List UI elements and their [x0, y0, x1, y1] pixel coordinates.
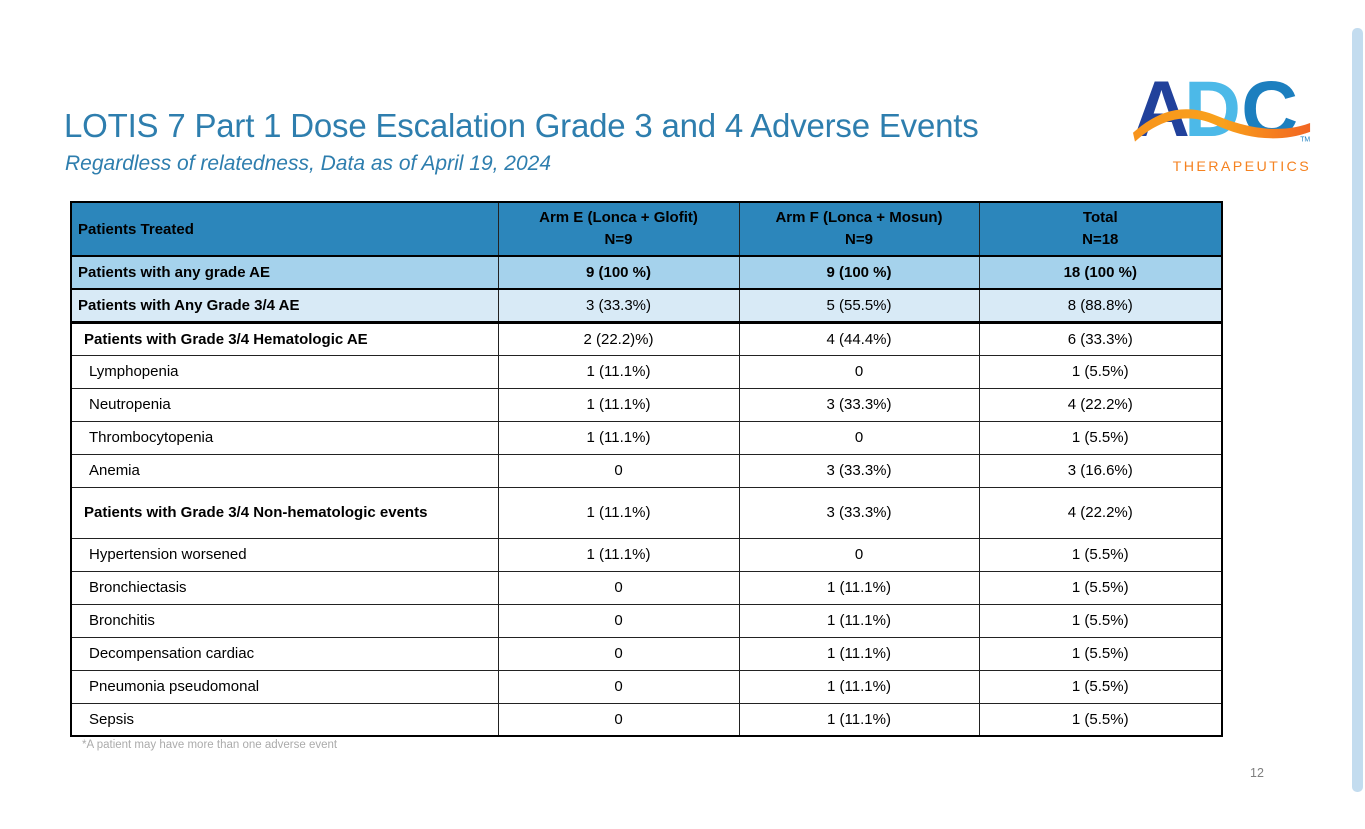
cell-total: 1 (5.5%) [978, 420, 1223, 455]
row-label: Patients with Any Grade 3/4 AE [70, 288, 499, 324]
row-label: Patients with any grade AE [70, 255, 499, 290]
cell-total: 8 (88.8%) [978, 288, 1223, 324]
cell-arm-f: 9 (100 %) [738, 255, 980, 290]
row-label: Hypertension worsened [70, 537, 499, 572]
cell-arm-e: 1 (11.1%) [497, 537, 740, 572]
cell-arm-f: 1 (11.1%) [738, 669, 980, 704]
header-arm-e: Arm E (Lonca + Glofit) N=9 [497, 201, 740, 257]
cell-arm-f: 3 (33.3%) [738, 486, 980, 539]
cell-total: 3 (16.6%) [978, 453, 1223, 488]
table-row: Patients with Grade 3/4 Hematologic AE 2… [70, 321, 1223, 356]
logo-tm: TM [1300, 137, 1310, 144]
logo-wordmark: THERAPEUTICS [1173, 159, 1311, 175]
table-row: Patients with any grade AE 9 (100 %) 9 (… [70, 255, 1223, 290]
cell-arm-f: 4 (44.4%) [738, 321, 980, 356]
cell-total: 1 (5.5%) [978, 603, 1223, 638]
table-row: Patients with Any Grade 3/4 AE 3 (33.3%)… [70, 288, 1223, 324]
logo-letter-a: A [1133, 65, 1190, 153]
header-total: Total N=18 [978, 201, 1223, 257]
adverse-events-table: Patients Treated Arm E (Lonca + Glofit) … [70, 201, 1223, 737]
logo-letter-c: C [1241, 65, 1298, 153]
page-subtitle: Regardless of relatedness, Data as of Ap… [65, 152, 552, 175]
cell-arm-f: 1 (11.1%) [738, 570, 980, 605]
cell-arm-e: 1 (11.1%) [497, 354, 740, 389]
table-row: Pneumonia pseudomonal 0 1 (11.1%) 1 (5.5… [70, 669, 1223, 704]
cell-arm-f: 0 [738, 537, 980, 572]
row-label: Bronchiectasis [70, 570, 499, 605]
logo-letter-d: D [1184, 65, 1241, 153]
cell-arm-e: 0 [497, 603, 740, 638]
cell-total: 1 (5.5%) [978, 636, 1223, 671]
cell-arm-e: 1 (11.1%) [497, 420, 740, 455]
cell-total: 1 (5.5%) [978, 702, 1223, 737]
cell-arm-e: 0 [497, 702, 740, 737]
table-row: Patients with Grade 3/4 Non-hematologic … [70, 486, 1223, 539]
cell-total: 1 (5.5%) [978, 570, 1223, 605]
table-row: Anemia 0 3 (33.3%) 3 (16.6%) [70, 453, 1223, 488]
cell-arm-e: 0 [497, 570, 740, 605]
cell-total: 4 (22.2%) [978, 387, 1223, 422]
table-header-row: Patients Treated Arm E (Lonca + Glofit) … [70, 201, 1223, 257]
cell-arm-f: 3 (33.3%) [738, 387, 980, 422]
adc-therapeutics-logo: A D C TM THERAPEUTICS [1133, 65, 1311, 175]
row-label: Sepsis [70, 702, 499, 737]
adverse-events-table-wrap: Patients Treated Arm E (Lonca + Glofit) … [70, 201, 1223, 737]
cell-arm-f: 0 [738, 354, 980, 389]
cell-total: 6 (33.3%) [978, 321, 1223, 356]
cell-arm-e: 9 (100 %) [497, 255, 740, 290]
cell-arm-f: 3 (33.3%) [738, 453, 980, 488]
table-row: Thrombocytopenia 1 (11.1%) 0 1 (5.5%) [70, 420, 1223, 455]
cell-total: 18 (100 %) [978, 255, 1223, 290]
table-row: Bronchiectasis 0 1 (11.1%) 1 (5.5%) [70, 570, 1223, 605]
row-label: Lymphopenia [70, 354, 499, 389]
page-number: 12 [1250, 766, 1264, 780]
cell-arm-e: 0 [497, 669, 740, 704]
row-label: Patients with Grade 3/4 Hematologic AE [70, 321, 499, 356]
header-patients-treated: Patients Treated [70, 201, 499, 257]
cell-arm-e: 1 (11.1%) [497, 387, 740, 422]
cell-total: 1 (5.5%) [978, 537, 1223, 572]
footnote: *A patient may have more than one advers… [82, 739, 338, 751]
table-row: Decompensation cardiac 0 1 (11.1%) 1 (5.… [70, 636, 1223, 671]
cell-arm-f: 1 (11.1%) [738, 702, 980, 737]
row-label: Patients with Grade 3/4 Non-hematologic … [70, 486, 499, 539]
cell-arm-e: 0 [497, 453, 740, 488]
table-row: Lymphopenia 1 (11.1%) 0 1 (5.5%) [70, 354, 1223, 389]
row-label: Bronchitis [70, 603, 499, 638]
cell-total: 1 (5.5%) [978, 354, 1223, 389]
row-label: Neutropenia [70, 387, 499, 422]
cell-arm-e: 1 (11.1%) [497, 486, 740, 539]
header-arm-f: Arm F (Lonca + Mosun) N=9 [738, 201, 980, 257]
row-label: Anemia [70, 453, 499, 488]
cell-arm-e: 0 [497, 636, 740, 671]
cell-arm-f: 1 (11.1%) [738, 636, 980, 671]
cell-arm-f: 0 [738, 420, 980, 455]
table-row: Neutropenia 1 (11.1%) 3 (33.3%) 4 (22.2%… [70, 387, 1223, 422]
row-label: Decompensation cardiac [70, 636, 499, 671]
table-row: Hypertension worsened 1 (11.1%) 0 1 (5.5… [70, 537, 1223, 572]
cell-arm-f: 1 (11.1%) [738, 603, 980, 638]
row-label: Thrombocytopenia [70, 420, 499, 455]
cell-arm-e: 3 (33.3%) [497, 288, 740, 324]
table-row: Bronchitis 0 1 (11.1%) 1 (5.5%) [70, 603, 1223, 638]
cell-total: 1 (5.5%) [978, 669, 1223, 704]
cell-total: 4 (22.2%) [978, 486, 1223, 539]
row-label: Pneumonia pseudomonal [70, 669, 499, 704]
logo-orange-ribbon [1133, 109, 1311, 142]
cell-arm-e: 2 (22.2)%) [497, 321, 740, 356]
page-title: LOTIS 7 Part 1 Dose Escalation Grade 3 a… [64, 107, 979, 144]
cell-arm-f: 5 (55.5%) [738, 288, 980, 324]
right-accent-bar [1352, 28, 1363, 792]
table-row: Sepsis 0 1 (11.1%) 1 (5.5%) [70, 702, 1223, 737]
